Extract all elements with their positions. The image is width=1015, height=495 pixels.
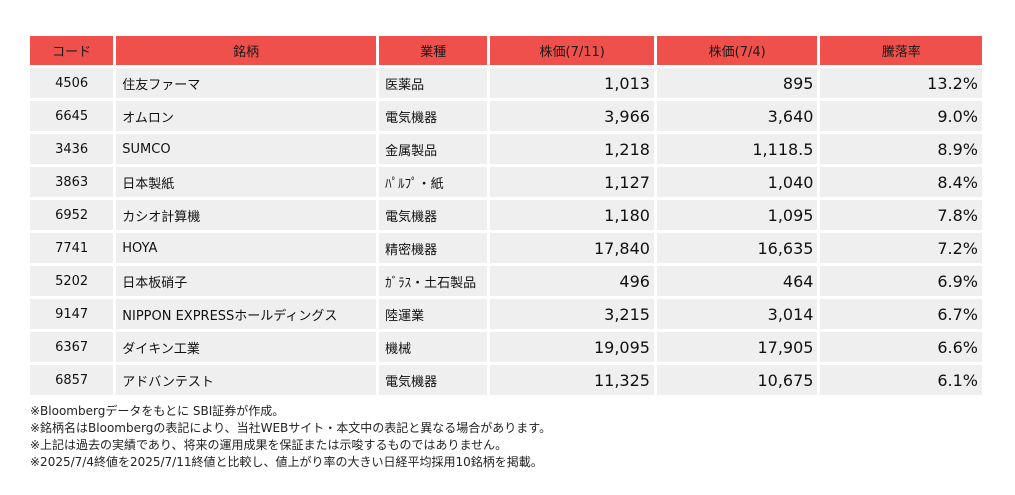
header-price-0711: 株価(7/11) <box>490 36 654 65</box>
cell-price-0711: 17,840 <box>490 233 654 263</box>
table-row: 3863 日本製紙 ﾊﾟﾙﾌﾟ・紙 1,127 1,040 8.4% <box>30 167 982 197</box>
cell-sector: 電気機器 <box>379 200 488 230</box>
stock-table-container: コード 銘柄 業種 株価(7/11) 株価(7/4) 騰落率 4506 住友ファー… <box>30 33 982 398</box>
cell-sector: 電気機器 <box>379 365 488 395</box>
table-row: 6367 ダイキン工業 機械 19,095 17,905 6.6% <box>30 332 982 362</box>
cell-sector: 陸運業 <box>379 299 488 329</box>
cell-name: ダイキン工業 <box>116 332 377 362</box>
cell-price-0704: 17,905 <box>656 332 818 362</box>
cell-price-0704: 10,675 <box>656 365 818 395</box>
cell-price-0711: 1,180 <box>490 200 654 230</box>
cell-change: 6.6% <box>820 332 982 362</box>
cell-code: 9147 <box>30 299 114 329</box>
cell-code: 6952 <box>30 200 114 230</box>
cell-price-0704: 464 <box>656 266 818 296</box>
cell-price-0704: 16,635 <box>656 233 818 263</box>
header-name: 銘柄 <box>116 36 377 65</box>
header-code: コード <box>30 36 114 65</box>
cell-price-0704: 1,118.5 <box>656 134 818 164</box>
table-body: 4506 住友ファーマ 医薬品 1,013 895 13.2% 6645 オムロン 電気機器 3,… <box>30 68 982 395</box>
cell-sector: 金属製品 <box>379 134 488 164</box>
cell-name: HOYA <box>116 233 377 263</box>
cell-name: アドバンテスト <box>116 365 377 395</box>
cell-price-0704: 3,640 <box>656 101 818 131</box>
cell-name: 日本製紙 <box>116 167 377 197</box>
table-header-row: コード 銘柄 業種 株価(7/11) 株価(7/4) 騰落率 <box>30 36 982 65</box>
table-row: 6645 オムロン 電気機器 3,966 3,640 9.0% <box>30 101 982 131</box>
header-sector: 業種 <box>379 36 488 65</box>
cell-name: 日本板硝子 <box>116 266 377 296</box>
cell-sector: 精密機器 <box>379 233 488 263</box>
header-change: 騰落率 <box>820 36 982 65</box>
cell-change: 7.2% <box>820 233 982 263</box>
cell-change: 7.8% <box>820 200 982 230</box>
cell-change: 13.2% <box>820 68 982 98</box>
cell-change: 6.7% <box>820 299 982 329</box>
cell-code: 3436 <box>30 134 114 164</box>
cell-price-0704: 895 <box>656 68 818 98</box>
table-row: 3436 SUMCO 金属製品 1,218 1,118.5 8.9% <box>30 134 982 164</box>
cell-name: NIPPON EXPRESSホールディングス <box>116 299 377 329</box>
cell-name: 住友ファーマ <box>116 68 377 98</box>
cell-price-0711: 1,013 <box>490 68 654 98</box>
cell-price-0711: 1,127 <box>490 167 654 197</box>
cell-sector: ﾊﾟﾙﾌﾟ・紙 <box>379 167 488 197</box>
footnote-disclaimer: ※上記は過去の実績であり、将来の運用成果を保証または示唆するものではありません。 <box>30 438 508 452</box>
footnote-naming: ※銘柄名はBloombergの表記により、当社WEBサイト・本文中の表記と異なる… <box>30 421 552 435</box>
cell-name: カシオ計算機 <box>116 200 377 230</box>
cell-name: オムロン <box>116 101 377 131</box>
table-row: 6857 アドバンテスト 電気機器 11,325 10,675 6.1% <box>30 365 982 395</box>
cell-code: 6857 <box>30 365 114 395</box>
cell-price-0711: 19,095 <box>490 332 654 362</box>
footnote-method: ※2025/7/4終値を2025/7/11終値と比較し、値上がり率の大きい日経平… <box>30 455 543 469</box>
cell-name: SUMCO <box>116 134 377 164</box>
cell-price-0711: 11,325 <box>490 365 654 395</box>
cell-change: 8.9% <box>820 134 982 164</box>
table-row: 5202 日本板硝子 ｶﾞﾗｽ・土石製品 496 464 6.9% <box>30 266 982 296</box>
cell-sector: 医薬品 <box>379 68 488 98</box>
cell-code: 6645 <box>30 101 114 131</box>
cell-price-0704: 3,014 <box>656 299 818 329</box>
cell-price-0711: 3,215 <box>490 299 654 329</box>
cell-change: 6.1% <box>820 365 982 395</box>
cell-change: 9.0% <box>820 101 982 131</box>
cell-price-0711: 496 <box>490 266 654 296</box>
cell-code: 5202 <box>30 266 114 296</box>
cell-code: 4506 <box>30 68 114 98</box>
cell-code: 7741 <box>30 233 114 263</box>
footnote-source: ※Bloombergデータをもとに SBI証券が作成。 <box>30 404 285 418</box>
cell-change: 6.9% <box>820 266 982 296</box>
table-row: 7741 HOYA 精密機器 17,840 16,635 7.2% <box>30 233 982 263</box>
cell-price-0704: 1,040 <box>656 167 818 197</box>
cell-code: 6367 <box>30 332 114 362</box>
cell-change: 8.4% <box>820 167 982 197</box>
cell-price-0711: 1,218 <box>490 134 654 164</box>
table-row: 4506 住友ファーマ 医薬品 1,013 895 13.2% <box>30 68 982 98</box>
cell-price-0711: 3,966 <box>490 101 654 131</box>
cell-price-0704: 1,095 <box>656 200 818 230</box>
table-row: 9147 NIPPON EXPRESSホールディングス 陸運業 3,215 3,014 6… <box>30 299 982 329</box>
footnotes: ※Bloombergデータをもとに SBI証券が作成。 ※銘柄名はBloombe… <box>30 403 551 471</box>
cell-sector: 機械 <box>379 332 488 362</box>
cell-sector: 電気機器 <box>379 101 488 131</box>
cell-sector: ｶﾞﾗｽ・土石製品 <box>379 266 488 296</box>
table-row: 6952 カシオ計算機 電気機器 1,180 1,095 7.8% <box>30 200 982 230</box>
header-price-0704: 株価(7/4) <box>656 36 818 65</box>
cell-code: 3863 <box>30 167 114 197</box>
stock-ranking-table: コード 銘柄 業種 株価(7/11) 株価(7/4) 騰落率 4506 住友ファー… <box>27 33 985 398</box>
